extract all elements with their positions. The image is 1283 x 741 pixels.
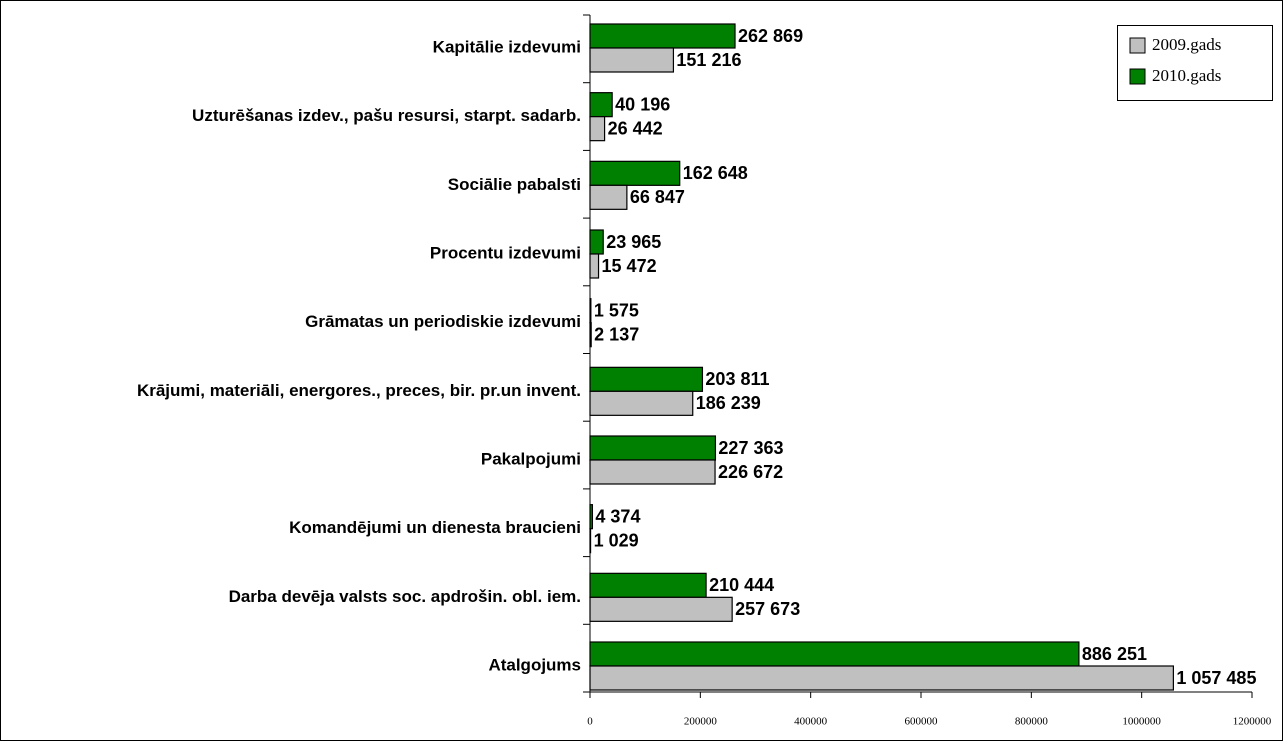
value-label: 4 374 xyxy=(595,506,640,526)
value-label: 203 811 xyxy=(705,369,769,389)
bar xyxy=(589,116,606,142)
value-label: 1 029 xyxy=(594,530,639,550)
x-tick-label: 1000000 xyxy=(1122,716,1161,728)
bar xyxy=(589,184,628,210)
category-label: Grāmatas un periodiskie izdevumi xyxy=(305,312,581,331)
bar xyxy=(589,528,592,554)
legend-swatch xyxy=(1129,37,1146,54)
bar xyxy=(589,23,736,49)
x-tick-label: 1200000 xyxy=(1233,716,1272,728)
value-label: 1 057 485 xyxy=(1176,668,1256,688)
value-label: 23 965 xyxy=(606,232,661,252)
bar xyxy=(589,298,592,324)
value-label: 186 239 xyxy=(696,393,761,413)
x-tick-label: 600000 xyxy=(905,716,939,728)
bar xyxy=(589,572,707,598)
value-label: 262 869 xyxy=(738,26,803,46)
legend-label: 2010.gads xyxy=(1152,66,1221,85)
value-label: 227 363 xyxy=(718,438,783,458)
value-label: 66 847 xyxy=(630,187,685,207)
x-tick-label: 800000 xyxy=(1015,716,1049,728)
category-label: Darba devēja valsts soc. apdrošin. obl. … xyxy=(229,587,581,606)
bar xyxy=(589,390,694,416)
bar xyxy=(589,366,704,392)
plot: 0 200000 400000 600000 800000 1000000 1200000 K… xyxy=(137,14,1273,728)
legend-swatch xyxy=(1129,68,1146,85)
bar xyxy=(589,459,716,485)
value-label: 151 216 xyxy=(676,50,741,70)
value-label: 210 444 xyxy=(709,575,774,595)
bar xyxy=(589,229,604,255)
value-label: 15 472 xyxy=(602,256,657,276)
value-label: 257 673 xyxy=(735,599,800,619)
bar xyxy=(589,92,613,118)
category-label: Komandējumi un dienesta braucieni xyxy=(289,518,581,537)
bar xyxy=(589,665,1174,691)
value-label: 162 648 xyxy=(683,163,748,183)
x-tick-label: 0 xyxy=(587,716,593,728)
value-label: 226 672 xyxy=(718,462,783,482)
category-label: Uzturēšanas izdev., pašu resursi, starpt… xyxy=(192,106,581,125)
value-label: 2 137 xyxy=(594,324,639,344)
x-tick-label: 200000 xyxy=(684,716,718,728)
bar xyxy=(589,596,733,622)
category-label: Procentu izdevumi xyxy=(430,243,581,262)
bar xyxy=(589,435,717,461)
category-label: Krājumi, materiāli, energores., preces, … xyxy=(137,381,581,400)
value-label: 40 196 xyxy=(615,94,670,114)
bar xyxy=(589,322,592,348)
legend-label: 2009.gads xyxy=(1152,35,1221,54)
category-label: Atalgojums xyxy=(488,655,581,674)
bar xyxy=(589,47,675,73)
value-label: 26 442 xyxy=(608,118,663,138)
x-tick-label: 400000 xyxy=(794,716,828,728)
bar xyxy=(589,253,600,279)
bar xyxy=(589,504,594,530)
category-label: Kapitālie izdevumi xyxy=(433,37,581,56)
value-label: 1 575 xyxy=(594,300,639,320)
bar xyxy=(589,160,681,186)
bar xyxy=(589,641,1080,667)
category-label: Pakalpojumi xyxy=(481,449,581,468)
value-label: 886 251 xyxy=(1082,644,1147,664)
category-label: Sociālie pabalsti xyxy=(448,175,581,194)
